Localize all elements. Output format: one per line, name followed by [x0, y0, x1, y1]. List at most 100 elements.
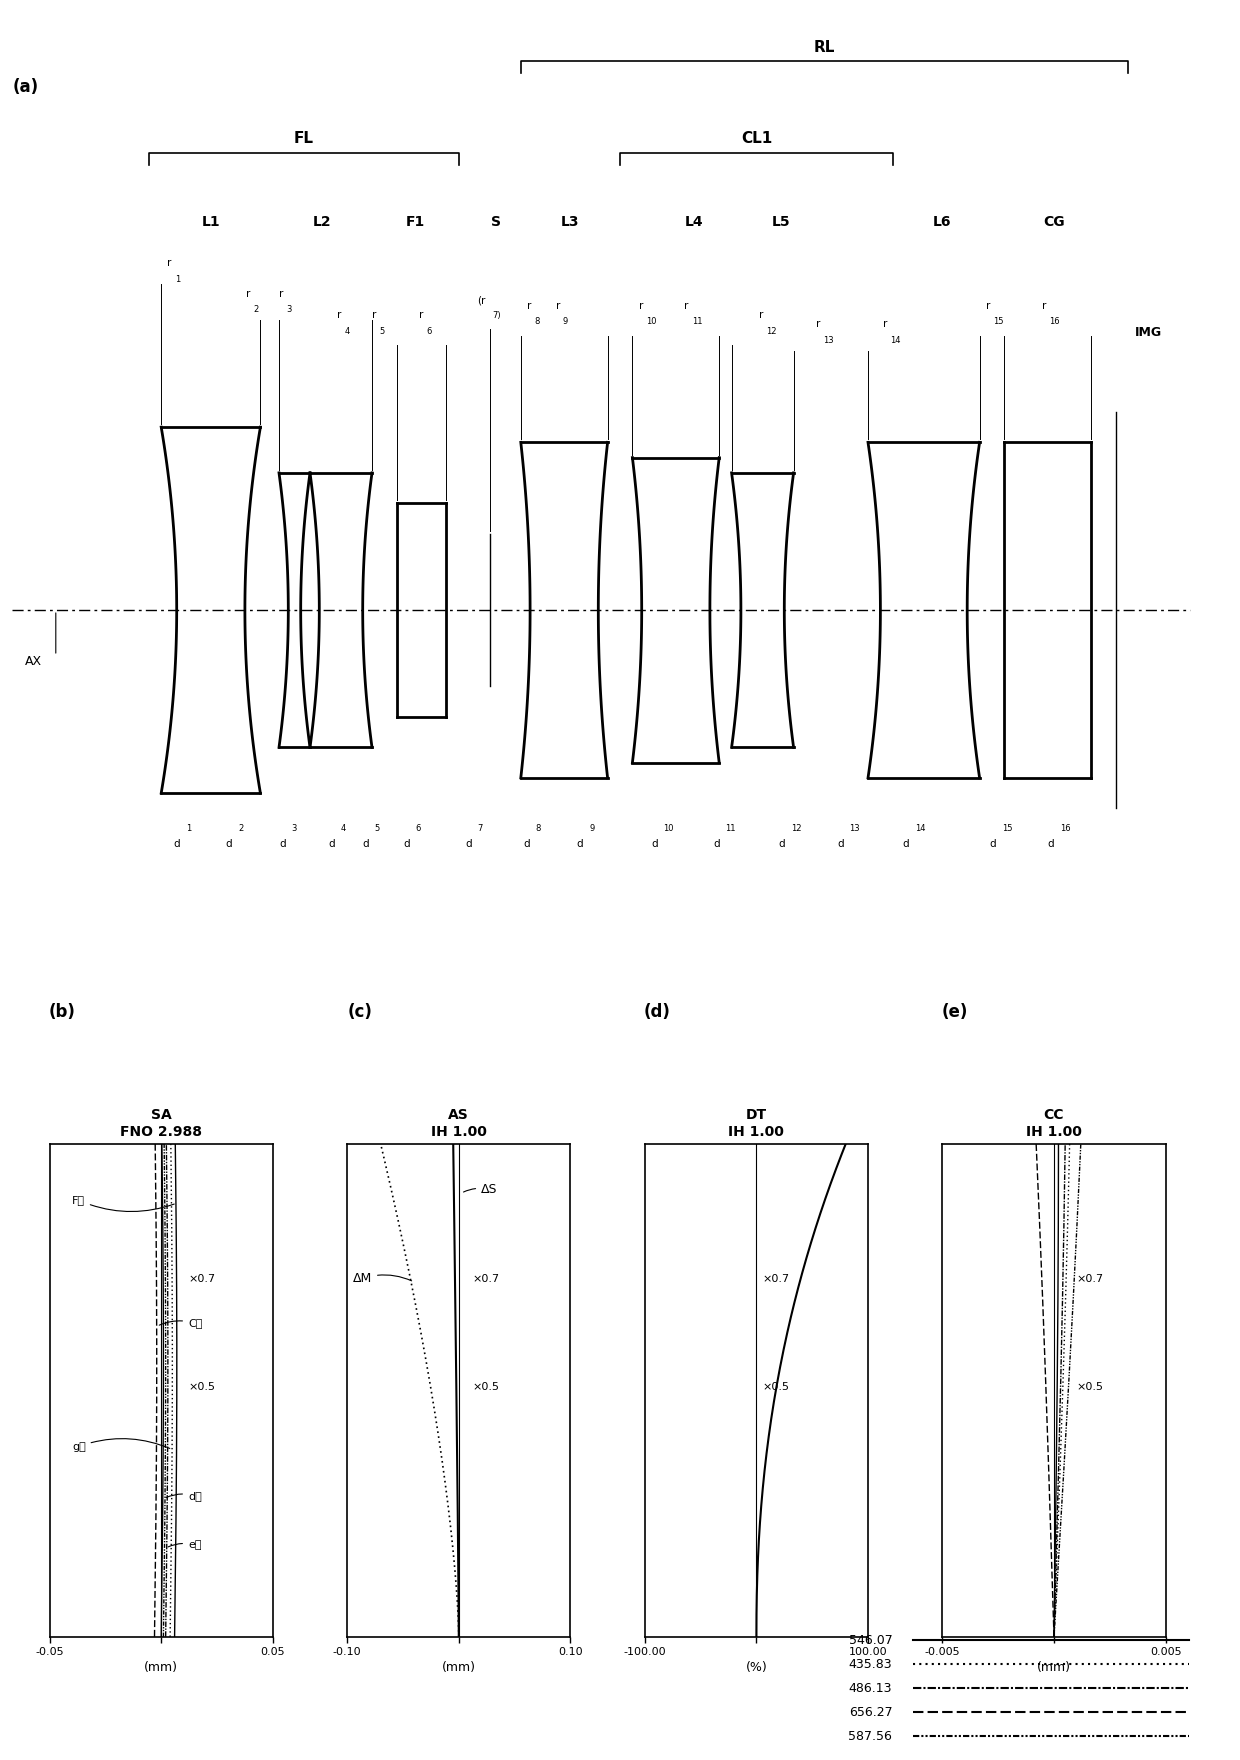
Text: 2: 2 — [238, 824, 243, 832]
Text: d: d — [837, 840, 843, 848]
Text: S: S — [491, 215, 501, 229]
Text: r: r — [883, 320, 888, 329]
Text: 5: 5 — [379, 327, 384, 336]
Text: 14: 14 — [915, 824, 925, 832]
Text: L1: L1 — [201, 215, 221, 229]
Text: r: r — [337, 310, 342, 320]
Text: 16: 16 — [1060, 824, 1071, 832]
Text: CG: CG — [1043, 215, 1065, 229]
Text: r: r — [527, 301, 532, 312]
Title: DT
IH 1.00: DT IH 1.00 — [728, 1109, 785, 1139]
Text: 10: 10 — [646, 317, 656, 326]
Text: 15: 15 — [993, 317, 1003, 326]
Text: d: d — [174, 840, 180, 848]
Text: 1: 1 — [175, 275, 180, 283]
Text: ×0.7: ×0.7 — [472, 1274, 500, 1285]
Text: F线: F线 — [72, 1195, 174, 1211]
Text: r: r — [639, 301, 644, 312]
Text: ΔS: ΔS — [464, 1183, 497, 1197]
Text: 587.56: 587.56 — [848, 1730, 893, 1742]
Text: d: d — [651, 840, 657, 848]
Text: L2: L2 — [312, 215, 332, 229]
Text: 3: 3 — [291, 824, 296, 832]
Text: 13: 13 — [849, 824, 861, 832]
Text: d: d — [226, 840, 232, 848]
Text: ×0.7: ×0.7 — [1076, 1274, 1104, 1285]
Text: 9: 9 — [589, 824, 594, 832]
Text: d线: d线 — [166, 1491, 202, 1501]
Text: 13: 13 — [823, 336, 835, 345]
Text: 546.07: 546.07 — [848, 1633, 893, 1647]
Text: d: d — [279, 840, 285, 848]
Text: d: d — [903, 840, 909, 848]
Text: 6: 6 — [415, 824, 420, 832]
Text: 4: 4 — [345, 327, 350, 336]
Text: ×0.5: ×0.5 — [763, 1382, 789, 1392]
Text: d: d — [465, 840, 471, 848]
Text: 4: 4 — [341, 824, 346, 832]
Text: 8: 8 — [536, 824, 541, 832]
Text: 12: 12 — [766, 327, 776, 336]
Text: 16: 16 — [1049, 317, 1060, 326]
Text: 1: 1 — [186, 824, 191, 832]
Text: r: r — [1042, 301, 1047, 312]
Text: r: r — [246, 289, 250, 299]
Text: (e): (e) — [941, 1003, 968, 1021]
Title: SA
FNO 2.988: SA FNO 2.988 — [120, 1109, 202, 1139]
Text: F1: F1 — [405, 215, 425, 229]
Text: d: d — [403, 840, 409, 848]
Text: (d): (d) — [644, 1003, 671, 1021]
Text: 486.13: 486.13 — [849, 1683, 893, 1695]
Text: RL: RL — [813, 40, 836, 55]
Text: 435.83: 435.83 — [848, 1658, 893, 1670]
Text: FL: FL — [294, 132, 314, 146]
X-axis label: (%): (%) — [745, 1661, 768, 1674]
Text: L6: L6 — [934, 215, 951, 229]
Text: 9: 9 — [563, 317, 568, 326]
Text: ×0.5: ×0.5 — [1076, 1382, 1104, 1392]
Text: (c): (c) — [347, 1003, 372, 1021]
Text: (a): (a) — [12, 77, 38, 95]
Text: 10: 10 — [663, 824, 673, 832]
Title: CC
IH 1.00: CC IH 1.00 — [1025, 1109, 1083, 1139]
Text: ×0.7: ×0.7 — [763, 1274, 789, 1285]
Text: r: r — [419, 310, 424, 320]
Text: 8: 8 — [534, 317, 539, 326]
Text: g线: g线 — [72, 1438, 170, 1452]
Text: 2: 2 — [253, 304, 258, 315]
Text: d: d — [577, 840, 583, 848]
Text: d: d — [713, 840, 719, 848]
Text: r: r — [279, 289, 284, 299]
Text: e线: e线 — [169, 1540, 201, 1551]
Text: 7): 7) — [492, 312, 501, 320]
Title: AS
IH 1.00: AS IH 1.00 — [430, 1109, 487, 1139]
Text: 12: 12 — [791, 824, 801, 832]
Text: 11: 11 — [692, 317, 702, 326]
Text: L4: L4 — [684, 215, 704, 229]
Text: 656.27: 656.27 — [848, 1705, 893, 1718]
Text: d: d — [990, 840, 996, 848]
Text: 6: 6 — [427, 327, 432, 336]
Text: AX: AX — [25, 655, 42, 669]
Text: d: d — [779, 840, 785, 848]
X-axis label: (mm): (mm) — [1037, 1661, 1071, 1674]
Text: 7: 7 — [477, 824, 482, 832]
Text: d: d — [1048, 840, 1054, 848]
Text: 14: 14 — [890, 336, 900, 345]
Text: ΔM: ΔM — [353, 1272, 412, 1285]
Text: d: d — [362, 840, 368, 848]
Text: r: r — [556, 301, 560, 312]
Text: (b): (b) — [48, 1003, 76, 1021]
Text: d: d — [329, 840, 335, 848]
Text: r: r — [167, 259, 172, 269]
Text: 15: 15 — [1002, 824, 1012, 832]
Text: ×0.5: ×0.5 — [472, 1382, 500, 1392]
X-axis label: (mm): (mm) — [144, 1661, 179, 1674]
Text: 3: 3 — [286, 304, 291, 315]
Text: C线: C线 — [159, 1318, 202, 1329]
X-axis label: (mm): (mm) — [441, 1661, 476, 1674]
Text: r: r — [816, 320, 821, 329]
Text: CL1: CL1 — [740, 132, 773, 146]
Text: ×0.5: ×0.5 — [188, 1382, 215, 1392]
Text: r: r — [759, 310, 764, 320]
